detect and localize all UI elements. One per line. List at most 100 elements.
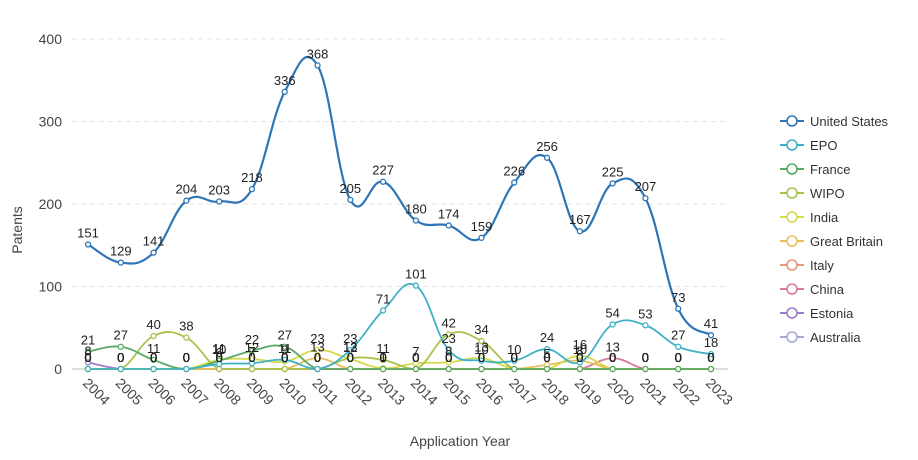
y-tick-label: 0 <box>54 361 62 377</box>
data-point <box>281 356 288 364</box>
y-tick-label: 300 <box>39 114 63 130</box>
data-label: 0 <box>183 350 190 365</box>
data-label: 0 <box>412 350 419 365</box>
data-point <box>609 365 616 373</box>
data-label: 0 <box>543 350 550 365</box>
data-label: 159 <box>471 219 493 234</box>
x-tick-label: 2023 <box>703 375 736 408</box>
data-label: 151 <box>77 225 99 240</box>
data-label: 10 <box>212 342 226 357</box>
x-tick-label: 2016 <box>473 375 506 408</box>
data-label: 13 <box>343 339 357 354</box>
legend-item-france[interactable]: France <box>780 162 850 177</box>
data-label: 0 <box>576 350 583 365</box>
data-label: 0 <box>183 350 190 365</box>
legend-marker <box>786 331 798 343</box>
data-label: 22 <box>245 332 259 347</box>
data-label: 0 <box>445 350 452 365</box>
data-label: 227 <box>372 163 394 178</box>
data-point <box>576 352 583 359</box>
data-label: 0 <box>281 350 288 365</box>
data-label: 42 <box>441 315 455 330</box>
x-tick-label: 2006 <box>145 375 178 408</box>
data-label: 0 <box>445 350 452 365</box>
data-label: 0 <box>707 350 714 365</box>
data-point <box>379 365 387 373</box>
data-point <box>379 307 387 314</box>
data-label: 0 <box>412 350 419 365</box>
data-point <box>183 365 190 373</box>
data-label: 0 <box>314 350 321 365</box>
legend-item-italy[interactable]: Italy <box>780 258 834 273</box>
data-label: 0 <box>675 350 682 365</box>
data-point <box>478 337 485 345</box>
data-label: 24 <box>540 330 554 345</box>
data-label: 0 <box>117 350 124 365</box>
data-label: 23 <box>441 331 455 346</box>
data-label: 0 <box>576 350 583 365</box>
series-line <box>88 357 711 370</box>
data-point <box>150 365 157 373</box>
x-tick-label: 2020 <box>605 375 638 408</box>
data-label: 336 <box>274 73 296 88</box>
data-label: 0 <box>281 350 288 365</box>
data-label: 0 <box>379 350 386 365</box>
legend-item-united-states[interactable]: United States <box>780 114 889 129</box>
data-label: 0 <box>707 350 714 365</box>
data-label: 0 <box>511 350 518 365</box>
data-label: 0 <box>478 350 485 365</box>
data-label: 23 <box>310 331 324 346</box>
data-label: 0 <box>314 350 321 365</box>
data-label: 34 <box>474 322 488 337</box>
legend-item-china[interactable]: China <box>780 282 845 297</box>
data-label: 0 <box>642 350 649 365</box>
data-label: 0 <box>609 350 616 365</box>
data-label: 0 <box>281 350 288 365</box>
data-label: 27 <box>114 328 128 343</box>
legend-item-estonia[interactable]: Estonia <box>780 306 854 321</box>
legend-item-epo[interactable]: EPO <box>780 138 837 153</box>
x-tick-label: 2004 <box>80 375 113 408</box>
data-label: 218 <box>241 170 263 185</box>
data-point <box>183 334 190 341</box>
data-point <box>576 365 583 373</box>
data-point <box>511 179 518 186</box>
data-label: 0 <box>183 350 190 365</box>
legend-label: WIPO <box>810 186 845 201</box>
data-label: 0 <box>117 350 124 365</box>
legend-item-india[interactable]: India <box>780 210 839 225</box>
data-point <box>150 249 157 256</box>
series-epo <box>84 282 715 373</box>
data-label: 0 <box>543 350 550 365</box>
data-label: 0 <box>150 350 157 365</box>
legend-item-wipo[interactable]: WIPO <box>780 186 845 201</box>
legend-item-australia[interactable]: Australia <box>780 330 861 345</box>
legend-item-great-britain[interactable]: Great Britain <box>780 234 883 249</box>
data-label: 0 <box>609 350 616 365</box>
data-label: 0 <box>216 350 223 365</box>
data-point <box>347 365 354 373</box>
legend-label: Italy <box>810 258 834 273</box>
data-point <box>216 365 223 373</box>
data-point <box>707 365 715 373</box>
data-label: 12 <box>343 340 357 355</box>
data-point <box>609 355 616 362</box>
data-label: 0 <box>84 350 91 365</box>
data-point <box>511 357 518 364</box>
data-point <box>281 343 288 350</box>
data-label: 0 <box>248 350 255 365</box>
data-label: 71 <box>376 291 390 306</box>
legend-label: Australia <box>810 330 861 345</box>
data-label: 174 <box>438 206 460 221</box>
data-label: 0 <box>117 350 124 365</box>
x-tick-label: 2008 <box>211 375 244 408</box>
legend[interactable]: United States EPO France WIPO India Great Bri… <box>780 114 889 345</box>
data-label: 0 <box>216 350 223 365</box>
data-label: 167 <box>569 212 591 227</box>
data-point <box>248 347 256 355</box>
data-label: 21 <box>81 333 95 348</box>
legend-label: United States <box>810 114 889 129</box>
x-tick-label: 2010 <box>277 375 310 408</box>
legend-marker <box>786 187 798 199</box>
data-label: 10 <box>474 342 488 357</box>
